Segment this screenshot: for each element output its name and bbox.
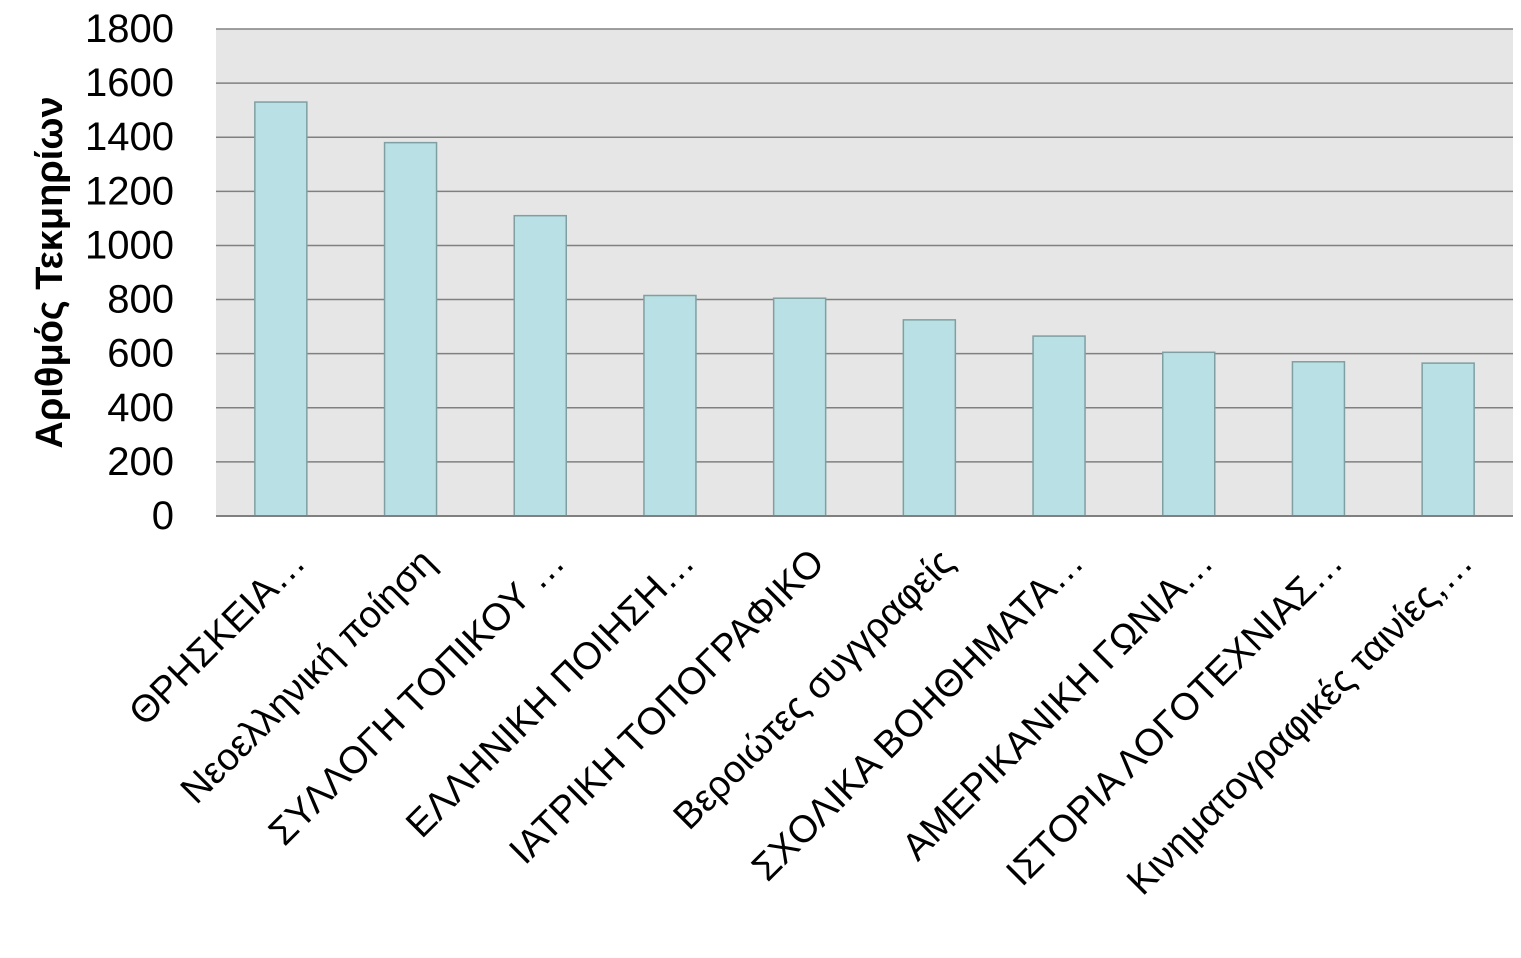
- y-tick-label: 1800: [85, 7, 174, 51]
- bar: [254, 101, 308, 517]
- y-tick-label: 600: [107, 332, 174, 376]
- y-tick-label: 400: [107, 386, 174, 430]
- x-tick-label: Νεοελληνική ποίηση: [173, 541, 444, 812]
- y-tick-label: 1000: [85, 223, 174, 267]
- bars: [254, 101, 1475, 517]
- y-tick-labels: 0 200 400 600 800 1000 1200 1400 1600 1800: [85, 7, 174, 538]
- bar: [902, 319, 957, 517]
- y-tick-label: 1200: [85, 169, 174, 213]
- bar: [1032, 335, 1086, 517]
- bar: [383, 141, 438, 517]
- bar: [1291, 361, 1346, 517]
- bar: [1421, 362, 1475, 517]
- bar: [772, 297, 827, 517]
- y-axis-label: Αριθμός Τεκμηρίων: [29, 96, 71, 448]
- bar: [513, 214, 567, 517]
- y-tick-label: 200: [107, 440, 174, 484]
- bar: [643, 294, 697, 517]
- bar: [1162, 351, 1216, 517]
- y-tick-label: 1600: [85, 61, 174, 105]
- y-tick-label: 1400: [85, 115, 174, 159]
- y-tick-label: 0: [152, 494, 174, 538]
- y-tick-label: 800: [107, 278, 174, 322]
